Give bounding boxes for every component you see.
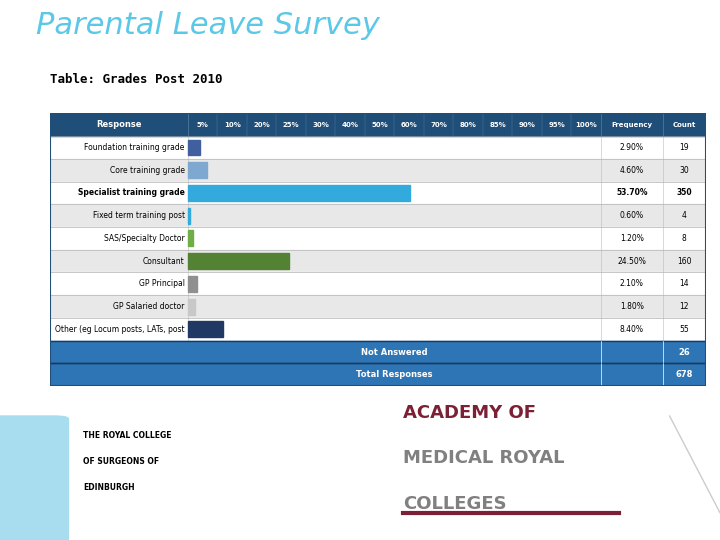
Text: 8.40%: 8.40% <box>620 325 644 334</box>
Bar <box>50 181 706 204</box>
Text: 60%: 60% <box>401 122 418 128</box>
Text: Fixed term training post: Fixed term training post <box>93 211 185 220</box>
Text: 4: 4 <box>682 211 687 220</box>
Bar <box>188 231 193 246</box>
Text: Not Answered: Not Answered <box>361 348 428 356</box>
Text: Consultant: Consultant <box>143 256 185 266</box>
Text: 40%: 40% <box>342 122 359 128</box>
Bar <box>188 299 195 314</box>
FancyBboxPatch shape <box>0 416 68 540</box>
Text: 2.10%: 2.10% <box>620 279 644 288</box>
Text: 4.60%: 4.60% <box>620 166 644 175</box>
Text: 26: 26 <box>678 348 690 356</box>
Bar <box>50 363 706 386</box>
Bar <box>50 159 706 181</box>
Text: 350: 350 <box>677 188 692 198</box>
Text: 85%: 85% <box>489 122 506 128</box>
Text: Parental Leave Survey: Parental Leave Survey <box>36 11 379 40</box>
Text: EDINBURGH: EDINBURGH <box>83 483 135 491</box>
Bar <box>188 208 191 224</box>
Bar <box>50 204 706 227</box>
Text: GP Salaried doctor: GP Salaried doctor <box>113 302 185 311</box>
Text: 50%: 50% <box>372 122 388 128</box>
Text: OF SURGEONS OF: OF SURGEONS OF <box>83 457 159 466</box>
Text: 5%: 5% <box>197 122 209 128</box>
Text: 90%: 90% <box>518 122 536 128</box>
Text: COLLEGES: COLLEGES <box>403 495 507 512</box>
Bar <box>188 162 207 178</box>
Bar <box>50 341 706 363</box>
Bar <box>188 185 410 201</box>
Text: 19: 19 <box>680 143 689 152</box>
Text: Total Responses: Total Responses <box>356 370 433 379</box>
Text: SAS/Specialty Doctor: SAS/Specialty Doctor <box>104 234 185 243</box>
Bar <box>50 249 706 273</box>
Text: Foundation training grade: Foundation training grade <box>84 143 185 152</box>
Text: 25%: 25% <box>283 122 300 128</box>
Text: Specialist training grade: Specialist training grade <box>78 188 185 198</box>
Bar <box>50 136 706 159</box>
Text: 30: 30 <box>680 166 689 175</box>
Bar <box>188 276 197 292</box>
Text: Count: Count <box>672 122 696 128</box>
Text: 1.80%: 1.80% <box>620 302 644 311</box>
Bar <box>50 113 706 136</box>
Text: 678: 678 <box>675 370 693 379</box>
Text: 20%: 20% <box>253 122 270 128</box>
Text: 1.20%: 1.20% <box>620 234 644 243</box>
Bar <box>188 253 289 269</box>
Bar <box>50 318 706 341</box>
Text: 100%: 100% <box>575 122 597 128</box>
Text: 95%: 95% <box>548 122 565 128</box>
Text: 0.60%: 0.60% <box>620 211 644 220</box>
Bar <box>50 227 706 249</box>
Text: Other (eg Locum posts, LATs, post: Other (eg Locum posts, LATs, post <box>55 325 185 334</box>
Text: GP Principal: GP Principal <box>139 279 185 288</box>
Text: 30%: 30% <box>312 122 329 128</box>
Text: 14: 14 <box>680 279 689 288</box>
Text: 2.90%: 2.90% <box>620 143 644 152</box>
Text: 12: 12 <box>680 302 689 311</box>
Text: 160: 160 <box>677 256 691 266</box>
Text: 80%: 80% <box>459 122 477 128</box>
Text: MEDICAL ROYAL: MEDICAL ROYAL <box>403 449 564 467</box>
Text: 53.70%: 53.70% <box>616 188 648 198</box>
Bar <box>50 295 706 318</box>
Text: 24.50%: 24.50% <box>618 256 647 266</box>
Text: Response: Response <box>96 120 142 129</box>
Text: ACADEMY OF: ACADEMY OF <box>403 404 536 422</box>
Bar <box>188 139 200 156</box>
Text: 10%: 10% <box>224 122 240 128</box>
Bar <box>50 273 706 295</box>
Text: 55: 55 <box>680 325 689 334</box>
Text: 70%: 70% <box>430 122 447 128</box>
Text: 8: 8 <box>682 234 687 243</box>
Text: Table: Grades Post 2010: Table: Grades Post 2010 <box>50 73 223 86</box>
Text: Frequency: Frequency <box>611 122 652 128</box>
Text: Core training grade: Core training grade <box>109 166 185 175</box>
Text: THE ROYAL COLLEGE: THE ROYAL COLLEGE <box>83 431 171 440</box>
Bar <box>188 321 222 338</box>
